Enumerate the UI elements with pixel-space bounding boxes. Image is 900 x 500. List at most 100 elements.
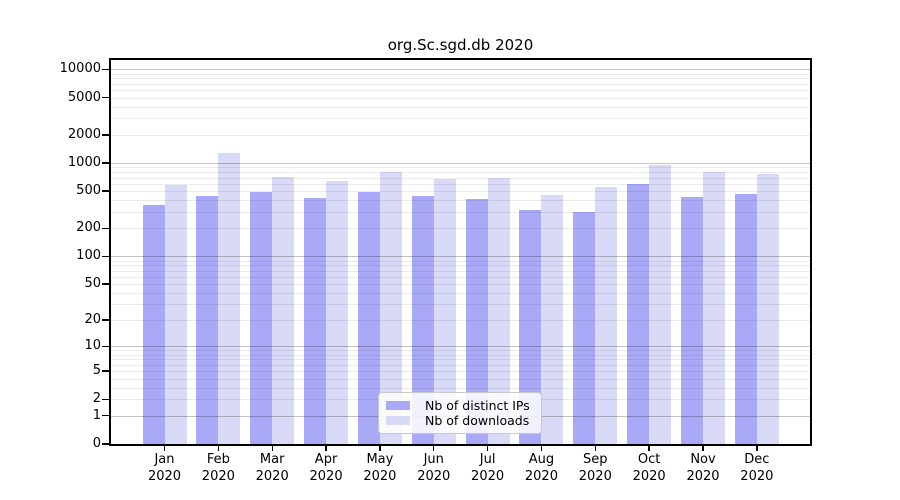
bar-distinct-ips	[681, 196, 703, 444]
minor-gridline	[111, 177, 810, 179]
minor-gridline	[111, 364, 810, 366]
bar-distinct-ips	[519, 210, 542, 444]
y-axis-tick	[102, 162, 109, 164]
major-gridline	[111, 163, 810, 164]
minor-gridline	[111, 387, 810, 389]
minor-gridline	[111, 276, 810, 278]
y-tick-label: 1000	[67, 155, 101, 170]
x-tick-label: Jun 2020	[417, 452, 451, 484]
minor-gridline	[111, 304, 810, 306]
x-tick-label: Feb 2020	[201, 452, 235, 484]
y-tick-label: 2	[92, 391, 101, 407]
minor-gridline	[111, 183, 810, 185]
minor-gridline	[111, 378, 810, 380]
minor-gridline	[111, 118, 810, 120]
bar-downloads	[541, 194, 564, 444]
bar-downloads	[326, 181, 349, 444]
x-tick-label: Mar 2020	[255, 452, 289, 484]
x-axis-tick	[702, 446, 704, 451]
y-axis-tick	[102, 443, 109, 445]
y-axis-tick	[102, 345, 109, 348]
y-tick-label: 2000	[67, 126, 101, 142]
minor-gridline	[111, 359, 810, 361]
x-axis-tick	[648, 446, 650, 451]
bar-downloads	[218, 152, 241, 444]
x-tick-label: Dec 2020	[740, 452, 774, 484]
minor-gridline	[111, 211, 810, 213]
y-axis-tick	[102, 283, 109, 285]
x-tick-label: Oct 2020	[632, 452, 666, 484]
y-axis-tick	[102, 68, 109, 71]
bar-distinct-ips	[465, 199, 488, 444]
x-axis-tick	[594, 446, 596, 451]
x-tick-label: Jan 2020	[147, 452, 182, 484]
bar-downloads	[595, 186, 618, 444]
x-tick-label: Nov 2020	[686, 452, 720, 484]
chart-title: org.Sc.sgd.db 2020	[387, 36, 534, 54]
bar-distinct-ips	[734, 194, 757, 444]
minor-gridline	[111, 354, 810, 356]
minor-gridline	[111, 270, 810, 272]
x-axis-tick	[217, 446, 220, 451]
minor-gridline	[111, 97, 810, 99]
y-tick-label: 500	[76, 183, 101, 199]
bar-downloads	[756, 173, 779, 444]
minor-gridline	[111, 78, 810, 80]
bar-downloads	[379, 172, 402, 444]
x-tick-label: Sep 2020	[578, 452, 612, 484]
plot-area	[109, 58, 812, 446]
y-axis-tick	[102, 319, 109, 321]
y-axis-tick	[102, 415, 109, 417]
minor-gridline	[111, 172, 810, 174]
minor-gridline	[111, 83, 810, 85]
minor-gridline	[111, 106, 810, 108]
x-axis-tick	[325, 446, 327, 451]
minor-gridline	[111, 90, 810, 92]
legend-label-downloads: Nb of downloads	[425, 413, 530, 428]
x-axis-tick	[433, 446, 435, 451]
x-axis-tick	[756, 446, 758, 451]
bar-downloads	[703, 171, 725, 444]
bar-distinct-ips	[304, 198, 327, 444]
y-axis-tick	[102, 398, 109, 400]
x-axis-tick	[486, 446, 489, 451]
minor-gridline	[111, 191, 810, 193]
minor-gridline	[111, 260, 810, 262]
y-axis-tick	[102, 255, 109, 257]
x-tick-label: Jul 2020	[471, 452, 505, 484]
legend-swatch-distinct-ips	[386, 401, 410, 410]
y-axis-tick	[102, 370, 109, 372]
legend-label-distinct-ips: Nb of distinct IPs	[425, 398, 530, 413]
legend-row-downloads: Nb of downloads	[386, 413, 533, 428]
bar-distinct-ips	[142, 205, 165, 444]
y-tick-label: 200	[76, 220, 101, 236]
minor-gridline	[111, 73, 810, 75]
legend: Nb of distinct IPs Nb of downloads	[378, 392, 542, 434]
bar-distinct-ips	[250, 191, 273, 444]
major-gridline	[111, 69, 810, 71]
bar-distinct-ips	[627, 183, 650, 444]
y-tick-label: 20	[84, 312, 101, 328]
minor-gridline	[111, 167, 810, 169]
minor-gridline	[111, 292, 810, 294]
y-tick-label: 10000	[59, 61, 101, 77]
x-axis-tick	[163, 446, 166, 451]
y-axis-tick	[102, 96, 109, 99]
y-tick-label: 10	[84, 338, 101, 354]
legend-row-distinct-ips: Nb of distinct IPs	[386, 398, 533, 413]
x-axis-tick	[540, 446, 543, 451]
y-tick-label: 0	[92, 436, 101, 451]
minor-gridline	[111, 134, 810, 136]
minor-gridline	[111, 320, 810, 322]
bar-distinct-ips	[357, 191, 380, 444]
minor-gridline	[111, 371, 810, 373]
x-axis-tick	[271, 446, 273, 451]
bar-downloads	[487, 177, 510, 444]
legend-swatch-downloads	[386, 416, 410, 425]
bar-downloads	[164, 185, 187, 444]
x-tick-label: Apr 2020	[309, 452, 343, 484]
y-tick-label: 5	[92, 363, 101, 379]
minor-gridline	[111, 228, 810, 230]
bar-distinct-ips	[196, 196, 219, 444]
bar-downloads	[649, 164, 672, 444]
